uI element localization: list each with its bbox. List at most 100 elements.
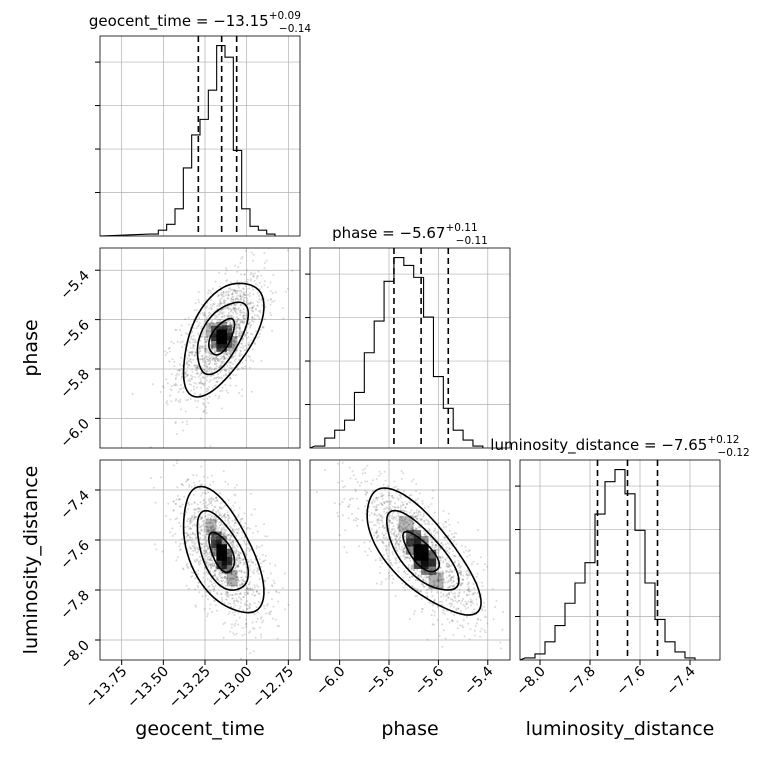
scatter-point — [224, 529, 227, 532]
scatter-point — [376, 498, 379, 501]
scatter-point — [212, 324, 215, 327]
scatter-point — [458, 572, 460, 574]
scatter-point — [179, 399, 182, 401]
scatter-point — [370, 528, 373, 531]
title-phase: phase = −5.67+0.11 −0.11 — [332, 222, 488, 247]
scatter-point — [272, 579, 275, 582]
scatter-point — [206, 375, 209, 378]
scatter-point — [233, 307, 235, 310]
scatter-point — [222, 515, 225, 518]
x-tick-label-phase: −5.4 — [461, 663, 496, 698]
scatter-point — [437, 580, 440, 583]
scatter-point — [250, 309, 253, 312]
scatter-point — [223, 353, 226, 356]
scatter-point — [229, 361, 232, 364]
scatter-point — [159, 391, 162, 393]
scatter-point — [400, 530, 403, 533]
scatter-point — [211, 347, 213, 350]
scatter-point — [194, 515, 197, 518]
scatter-point — [241, 320, 243, 323]
scatter-point — [245, 301, 248, 304]
scatter-point — [397, 566, 400, 569]
scatter-point — [465, 616, 468, 618]
scatter-point — [226, 577, 229, 580]
scatter-point — [467, 581, 470, 584]
scatter-point — [401, 501, 404, 504]
scatter-point — [225, 529, 228, 531]
scatter-point — [404, 552, 407, 555]
scatter-point — [231, 323, 234, 326]
scatter-point — [219, 390, 222, 393]
scatter-point — [253, 584, 256, 587]
scatter-point — [418, 510, 420, 513]
scatter-point — [235, 534, 238, 537]
scatter-point — [220, 308, 223, 311]
scatter-point — [230, 582, 233, 585]
scatter-point — [264, 280, 266, 283]
scatter-point — [210, 321, 213, 324]
scatter-point — [209, 322, 212, 325]
scatter-point — [221, 538, 224, 541]
scatter-point — [234, 610, 237, 613]
density-cell — [216, 321, 227, 337]
scatter-point — [224, 321, 227, 324]
scatter-point — [234, 494, 237, 497]
scatter-point — [263, 604, 266, 607]
scatter-point — [235, 308, 238, 311]
scatter-point — [394, 530, 397, 533]
scatter-point — [231, 594, 234, 597]
scatter-point — [443, 609, 445, 612]
scatter-point — [450, 611, 453, 614]
scatter-point — [222, 355, 225, 358]
scatter-point — [223, 355, 226, 358]
scatter-point — [222, 636, 225, 639]
scatter-point — [233, 570, 235, 573]
scatter-point — [238, 323, 241, 325]
scatter-point — [166, 351, 169, 354]
scatter-point — [341, 501, 344, 504]
y-tick-label-phase: −5.4 — [57, 268, 92, 303]
scatter-point — [395, 533, 398, 536]
scatter-point — [385, 506, 388, 509]
scatter-point — [175, 502, 178, 505]
scatter-point — [235, 324, 238, 327]
scatter-point — [205, 336, 208, 339]
scatter-point — [224, 534, 227, 537]
scatter-point — [407, 564, 410, 566]
scatter-point — [467, 574, 470, 577]
scatter-point — [196, 365, 199, 367]
scatter-point — [461, 624, 464, 627]
scatter-point — [236, 599, 239, 602]
scatter-point — [422, 578, 425, 581]
scatter-point — [269, 281, 272, 284]
scatter-point — [211, 344, 214, 347]
scatter-point — [212, 519, 215, 522]
scatter-point — [234, 573, 237, 575]
scatter-point — [218, 360, 221, 363]
scatter-point — [252, 627, 255, 630]
scatter-point — [181, 503, 184, 506]
scatter-point — [191, 338, 194, 341]
scatter-point — [400, 470, 403, 472]
scatter-point — [255, 283, 258, 286]
scatter-point — [210, 556, 213, 559]
scatter-point — [211, 343, 214, 346]
x-tick-label-luminosity_distance: −8.0 — [513, 664, 548, 699]
scatter-point — [472, 593, 475, 596]
scatter-point — [388, 519, 391, 522]
scatter-point — [188, 485, 191, 488]
scatter-point — [222, 355, 224, 358]
histogram-luminosity_distance — [519, 468, 696, 661]
scatter-point — [230, 351, 233, 354]
scatter-point — [399, 536, 402, 539]
scatter-point — [446, 586, 449, 589]
scatter-point — [204, 492, 207, 495]
scatter-point — [192, 345, 195, 347]
scatter-point — [252, 310, 255, 313]
scatter-point — [242, 563, 245, 566]
scatter-point — [453, 532, 456, 535]
scatter-point — [426, 591, 429, 594]
scatter-point — [232, 344, 235, 347]
scatter-point — [226, 364, 229, 367]
scatter-point — [226, 321, 229, 324]
